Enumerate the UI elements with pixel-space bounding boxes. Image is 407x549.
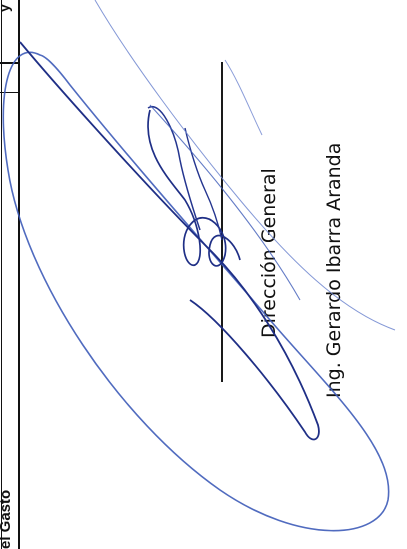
signature-loop (2, 51, 390, 532)
signature-tail (149, 104, 301, 301)
signature-scribble (147, 105, 201, 231)
signature-scribble (147, 109, 241, 267)
signature-line (221, 62, 223, 382)
signature-tail (224, 59, 263, 136)
signature-scribble (184, 127, 223, 241)
signature-stroke (19, 41, 320, 441)
signature-tail (94, 0, 396, 331)
